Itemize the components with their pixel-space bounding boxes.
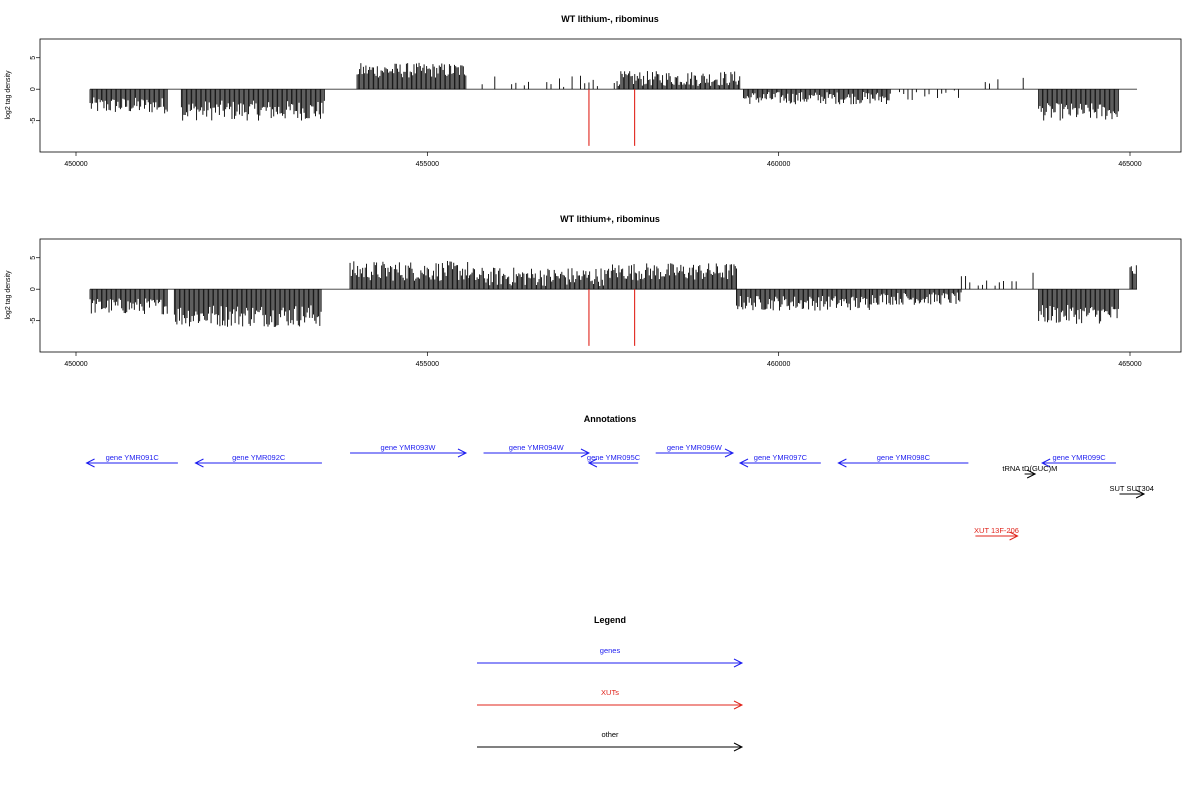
x-tick-label: 450000 bbox=[64, 161, 87, 168]
annotation-features: gene YMR091C gene YMR092C gene YMR093W gene… bbox=[85, 443, 1154, 541]
feature-label: gene YMR094W bbox=[509, 443, 565, 452]
panel-2-x-axis: 450000 455000 460000 465000 bbox=[64, 352, 1142, 368]
feature-label: SUT SUT304 bbox=[1110, 484, 1154, 493]
annotation-feature: gene YMR093W bbox=[350, 443, 468, 458]
annotation-feature: SUT SUT304 bbox=[1110, 484, 1154, 499]
legend-arrowhead bbox=[733, 700, 744, 710]
feature-arrowhead bbox=[587, 458, 598, 468]
panel-1-y-axis-label: log2 tag density bbox=[5, 70, 12, 120]
annotation-feature: XUT 13F-206 bbox=[974, 526, 1019, 541]
annotation-feature: gene YMR097C bbox=[738, 453, 821, 468]
feature-arrowhead bbox=[837, 458, 847, 468]
x-tick-label: 450000 bbox=[64, 361, 87, 368]
panel-1: WT lithium-, ribominus log2 tag density … bbox=[5, 14, 1182, 168]
annotations-panel: Annotations gene YMR091C gene YMR092Cgene… bbox=[85, 414, 1154, 541]
feature-arrowhead bbox=[724, 448, 735, 458]
feature-label: gene YMR097C bbox=[754, 453, 808, 462]
legend-title: Legend bbox=[594, 615, 626, 625]
feature-arrowhead bbox=[1041, 458, 1051, 468]
y-tick-label: -5 bbox=[30, 117, 37, 123]
feature-label: gene YMR095C bbox=[587, 453, 641, 462]
feature-arrowhead bbox=[1026, 469, 1037, 479]
legend-panel: Legend genes XUTs other bbox=[477, 615, 744, 752]
feature-arrowhead bbox=[738, 458, 749, 468]
annotation-feature: gene YMR095C bbox=[587, 453, 641, 468]
panel-2: WT lithium+, ribominus log2 tag density … bbox=[5, 214, 1182, 368]
feature-label: gene YMR091C bbox=[106, 453, 160, 462]
feature-label: XUT 13F-206 bbox=[974, 526, 1019, 535]
x-tick-label: 460000 bbox=[767, 161, 790, 168]
feature-label: gene YMR098C bbox=[877, 453, 931, 462]
legend-arrowhead bbox=[733, 742, 744, 752]
panel-2-signal bbox=[89, 260, 1138, 346]
legend-arrowhead bbox=[733, 658, 744, 668]
panel-2-frame bbox=[39, 238, 1182, 353]
x-tick-label: 460000 bbox=[767, 361, 790, 368]
x-tick-label: 465000 bbox=[1118, 361, 1141, 368]
legend-items: genes XUTs other bbox=[477, 646, 744, 752]
annotation-feature: gene YMR099C bbox=[1041, 453, 1116, 468]
x-tick-label: 455000 bbox=[416, 161, 439, 168]
y-tick-label: 5 bbox=[30, 56, 37, 60]
y-tick-label: -5 bbox=[30, 317, 37, 323]
panel-1-y-axis: 5 0 -5 bbox=[30, 56, 40, 124]
annotation-feature: tRNA tD(GUC)M bbox=[1002, 464, 1057, 479]
legend-item: genes bbox=[477, 646, 744, 668]
feature-arrowhead bbox=[1009, 531, 1019, 541]
panel-1-frame bbox=[39, 38, 1182, 153]
panel-2-y-axis-label: log2 tag density bbox=[5, 270, 12, 320]
annotations-title: Annotations bbox=[584, 414, 637, 424]
legend-item: other bbox=[477, 730, 744, 752]
x-tick-label: 465000 bbox=[1118, 161, 1141, 168]
annotation-feature: gene YMR091C bbox=[85, 453, 178, 468]
annotation-feature: gene YMR096W bbox=[655, 443, 735, 458]
feature-arrowhead bbox=[1135, 489, 1146, 499]
legend-label: XUTs bbox=[601, 688, 619, 697]
x-tick-label: 455000 bbox=[416, 361, 439, 368]
feature-label: gene YMR099C bbox=[1052, 453, 1106, 462]
legend-label: genes bbox=[600, 646, 621, 655]
feature-label: tRNA tD(GUC)M bbox=[1002, 464, 1057, 473]
panel-1-x-axis: 450000 455000 460000 465000 bbox=[64, 152, 1142, 168]
feature-label: gene YMR092C bbox=[232, 453, 286, 462]
panel-2-y-axis: 5 0 -5 bbox=[30, 256, 40, 324]
feature-arrowhead bbox=[194, 458, 204, 468]
panel-1-title: WT lithium-, ribominus bbox=[561, 14, 659, 24]
feature-label: gene YMR096W bbox=[667, 443, 723, 452]
feature-label: gene YMR093W bbox=[381, 443, 437, 452]
y-tick-label: 0 bbox=[30, 287, 37, 291]
legend-item: XUTs bbox=[477, 688, 744, 710]
legend-label: other bbox=[601, 730, 619, 739]
y-tick-label: 5 bbox=[30, 256, 37, 260]
annotation-feature: gene YMR098C bbox=[837, 453, 969, 468]
feature-arrowhead bbox=[457, 448, 468, 458]
annotation-feature: gene YMR092C bbox=[194, 453, 322, 468]
annotation-feature: gene YMR094W bbox=[483, 443, 591, 458]
panel-2-title: WT lithium+, ribominus bbox=[560, 214, 660, 224]
y-tick-label: 0 bbox=[30, 87, 37, 91]
feature-arrowhead bbox=[580, 448, 591, 458]
panel-1-signal bbox=[89, 62, 1138, 146]
feature-arrowhead bbox=[85, 458, 95, 468]
